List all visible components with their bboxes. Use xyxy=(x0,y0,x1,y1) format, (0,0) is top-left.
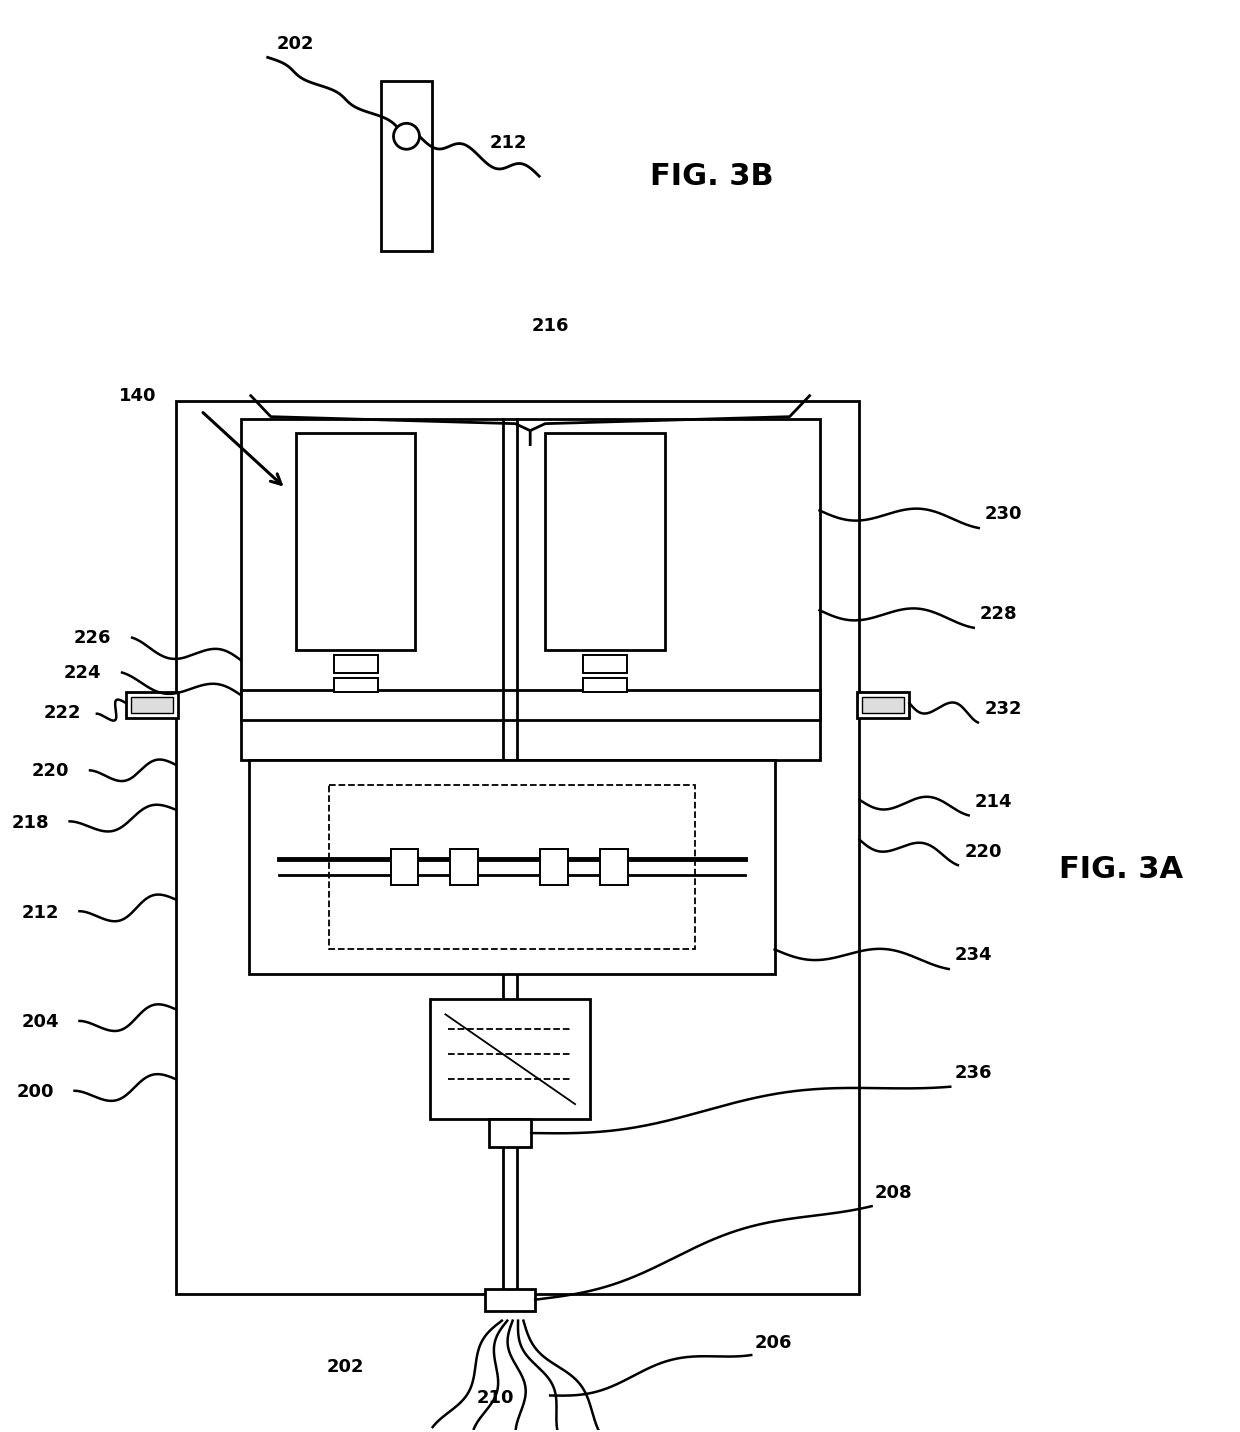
Text: 202: 202 xyxy=(327,1358,365,1376)
Text: FIG. 3A: FIG. 3A xyxy=(1059,855,1183,884)
Bar xyxy=(176,401,859,1293)
Bar xyxy=(241,690,820,720)
Bar xyxy=(295,432,415,650)
Text: 218: 218 xyxy=(11,813,50,832)
Text: 140: 140 xyxy=(119,387,156,405)
Bar xyxy=(126,692,179,717)
Text: 204: 204 xyxy=(22,1014,60,1031)
Bar xyxy=(381,82,433,251)
Text: 220: 220 xyxy=(965,842,1002,861)
Bar xyxy=(241,418,820,760)
Bar xyxy=(131,697,174,713)
Bar xyxy=(583,654,627,673)
Bar xyxy=(430,1000,590,1118)
Circle shape xyxy=(393,123,419,149)
Text: 214: 214 xyxy=(975,793,1012,811)
Text: 202: 202 xyxy=(277,34,315,53)
Text: 236: 236 xyxy=(955,1064,992,1083)
Bar xyxy=(334,654,377,673)
Text: 210: 210 xyxy=(476,1389,515,1408)
Bar xyxy=(858,692,909,717)
Text: 200: 200 xyxy=(17,1083,55,1101)
Bar xyxy=(249,760,775,974)
Text: 208: 208 xyxy=(874,1184,913,1201)
Bar xyxy=(600,849,627,885)
Bar xyxy=(490,1118,531,1147)
Text: 222: 222 xyxy=(43,705,81,722)
Bar xyxy=(450,849,479,885)
Bar xyxy=(546,432,665,650)
Bar xyxy=(391,849,418,885)
Bar xyxy=(485,1289,536,1310)
Text: 224: 224 xyxy=(63,664,102,682)
Text: 226: 226 xyxy=(73,629,112,647)
Text: 232: 232 xyxy=(985,700,1022,717)
Text: 216: 216 xyxy=(532,316,569,335)
Bar xyxy=(329,785,694,949)
Text: 206: 206 xyxy=(755,1333,792,1352)
Text: 228: 228 xyxy=(980,606,1017,623)
Bar xyxy=(583,679,627,692)
Text: 212: 212 xyxy=(490,135,527,152)
Text: 234: 234 xyxy=(955,947,992,965)
Bar xyxy=(541,849,568,885)
Text: 220: 220 xyxy=(32,762,69,780)
Bar xyxy=(863,697,904,713)
Bar xyxy=(334,679,377,692)
Text: 230: 230 xyxy=(985,505,1022,524)
Text: FIG. 3B: FIG. 3B xyxy=(650,162,774,190)
Text: 212: 212 xyxy=(22,904,60,922)
